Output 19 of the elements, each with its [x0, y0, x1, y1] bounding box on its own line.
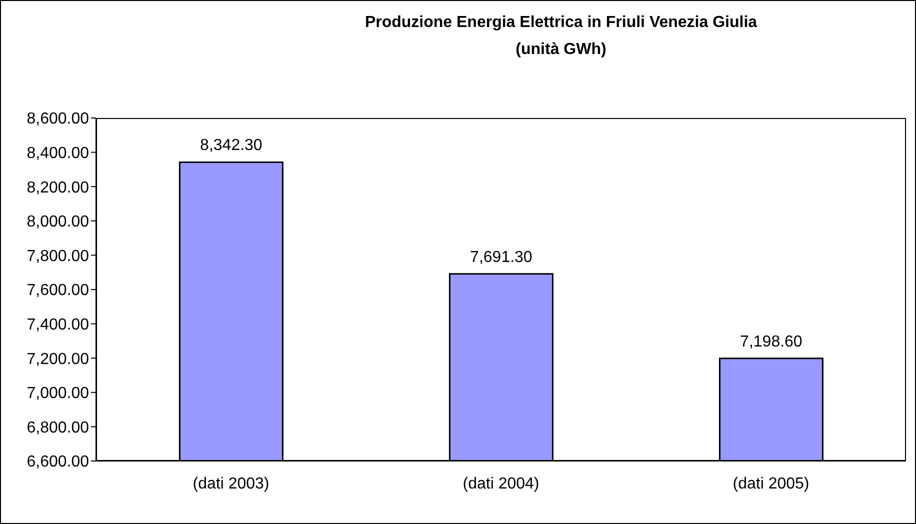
- y-tick-label: 8,600.00: [26, 110, 90, 128]
- x-tick-label: (dati 2003): [192, 475, 270, 492]
- y-tick-label: 8,400.00: [26, 144, 90, 162]
- chart-subtitle: (unità GWh): [514, 40, 608, 60]
- y-tick-label: 6,800.00: [26, 419, 90, 436]
- chart-title: Produzione Energia Elettrica in Friuli Venezia Giulia: [364, 13, 758, 33]
- y-tick-label: 7,200.00: [26, 350, 90, 368]
- data-label: 7,198.60: [740, 333, 802, 350]
- x-tick-label: (dati 2005): [732, 475, 810, 492]
- y-tick-label: 7,800.00: [26, 248, 90, 265]
- y-tick-label: 7,000.00: [26, 385, 90, 402]
- data-label: 7,691.30: [470, 248, 532, 266]
- data-label: 8,342.30: [200, 137, 262, 154]
- y-tick-label: 6,600.00: [26, 454, 90, 471]
- y-tick-label: 8,200.00: [26, 179, 90, 196]
- x-tick-label: (dati 2004): [462, 475, 540, 492]
- y-tick-label: 7,600.00: [26, 282, 90, 300]
- y-tick-label: 8,000.00: [26, 214, 90, 231]
- y-tick-label: 7,400.00: [26, 316, 90, 334]
